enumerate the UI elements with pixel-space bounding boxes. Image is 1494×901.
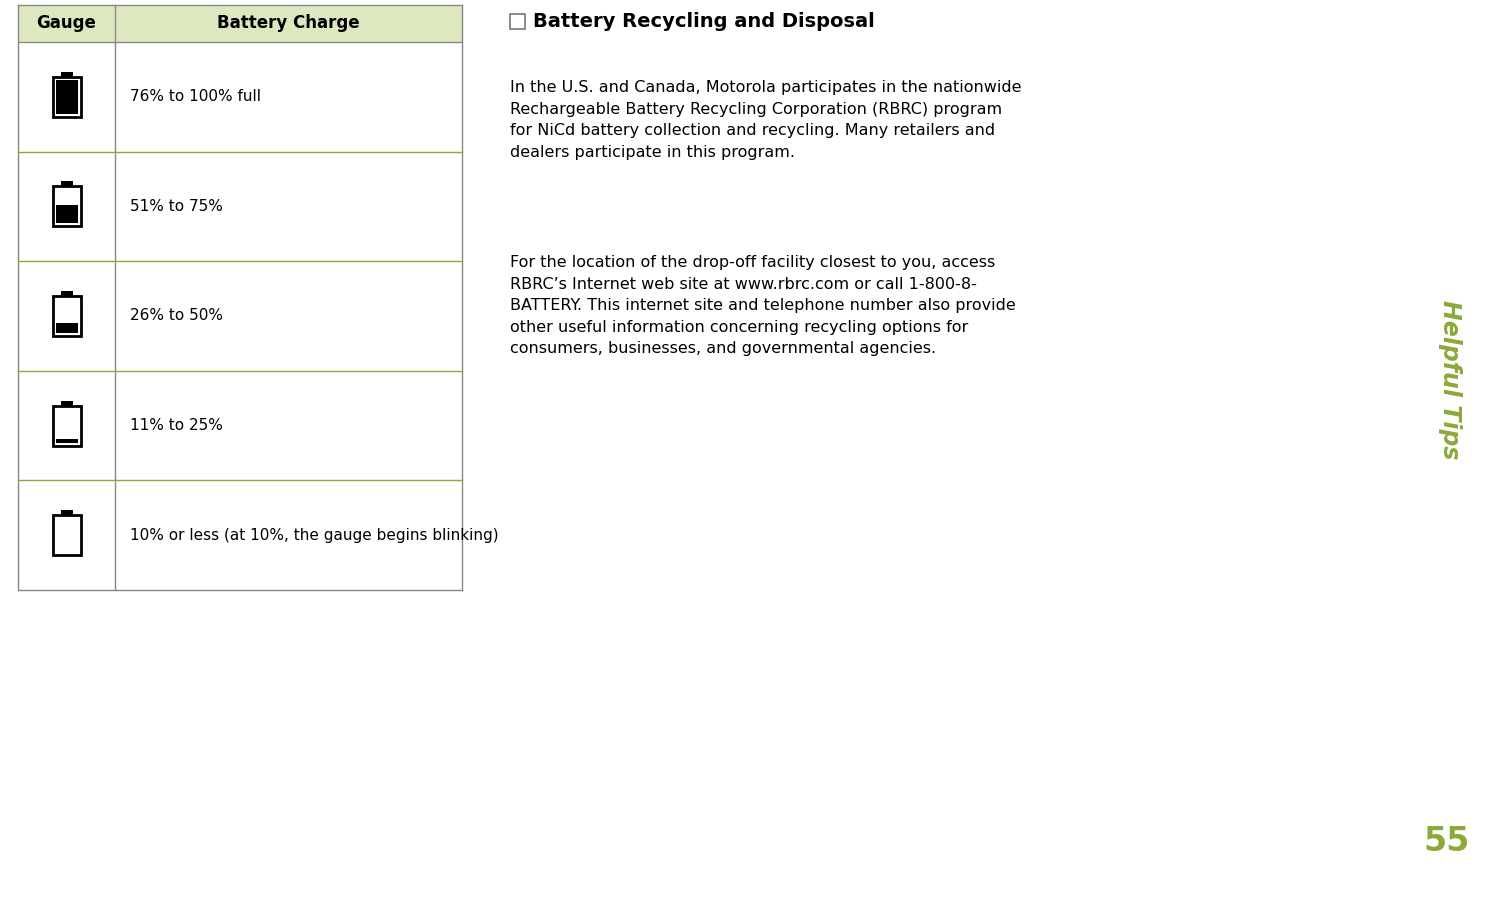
Text: Gauge: Gauge (36, 14, 97, 32)
Text: 26% to 50%: 26% to 50% (130, 308, 223, 323)
Text: For the location of the drop-off facility closest to you, access
RBRC’s Internet: For the location of the drop-off facilit… (509, 255, 1016, 357)
Text: Battery Charge: Battery Charge (217, 14, 360, 32)
FancyBboxPatch shape (60, 291, 73, 296)
Text: Helpful Tips: Helpful Tips (1439, 300, 1463, 460)
FancyBboxPatch shape (60, 401, 73, 405)
FancyBboxPatch shape (509, 14, 524, 29)
Text: 76% to 100% full: 76% to 100% full (130, 89, 261, 105)
FancyBboxPatch shape (52, 187, 81, 226)
FancyBboxPatch shape (60, 510, 73, 515)
FancyBboxPatch shape (55, 205, 78, 223)
FancyBboxPatch shape (60, 181, 73, 187)
Text: 55: 55 (1424, 825, 1470, 858)
FancyBboxPatch shape (52, 515, 81, 555)
Text: 10% or less (at 10%, the gauge begins blinking): 10% or less (at 10%, the gauge begins bl… (130, 528, 499, 542)
FancyBboxPatch shape (18, 5, 462, 42)
FancyBboxPatch shape (60, 72, 73, 77)
Text: Battery Recycling and Disposal: Battery Recycling and Disposal (533, 12, 875, 31)
FancyBboxPatch shape (55, 80, 78, 114)
Text: 11% to 25%: 11% to 25% (130, 418, 223, 433)
FancyBboxPatch shape (52, 77, 81, 117)
Text: 51% to 75%: 51% to 75% (130, 199, 223, 214)
FancyBboxPatch shape (52, 405, 81, 446)
Text: In the U.S. and Canada, Motorola participates in the nationwide
Rechargeable Bat: In the U.S. and Canada, Motorola partici… (509, 80, 1022, 159)
FancyBboxPatch shape (52, 296, 81, 336)
FancyBboxPatch shape (55, 323, 78, 333)
FancyBboxPatch shape (55, 439, 78, 442)
